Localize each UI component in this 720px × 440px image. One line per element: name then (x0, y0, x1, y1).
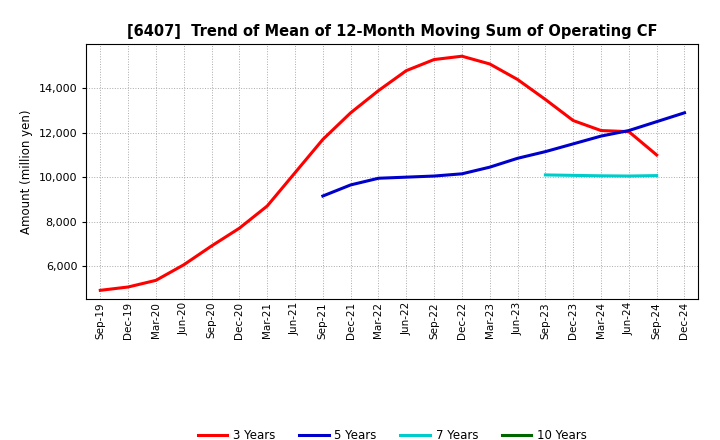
Y-axis label: Amount (million yen): Amount (million yen) (20, 110, 33, 234)
Title: [6407]  Trend of Mean of 12-Month Moving Sum of Operating CF: [6407] Trend of Mean of 12-Month Moving … (127, 24, 657, 39)
Legend: 3 Years, 5 Years, 7 Years, 10 Years: 3 Years, 5 Years, 7 Years, 10 Years (193, 424, 592, 440)
